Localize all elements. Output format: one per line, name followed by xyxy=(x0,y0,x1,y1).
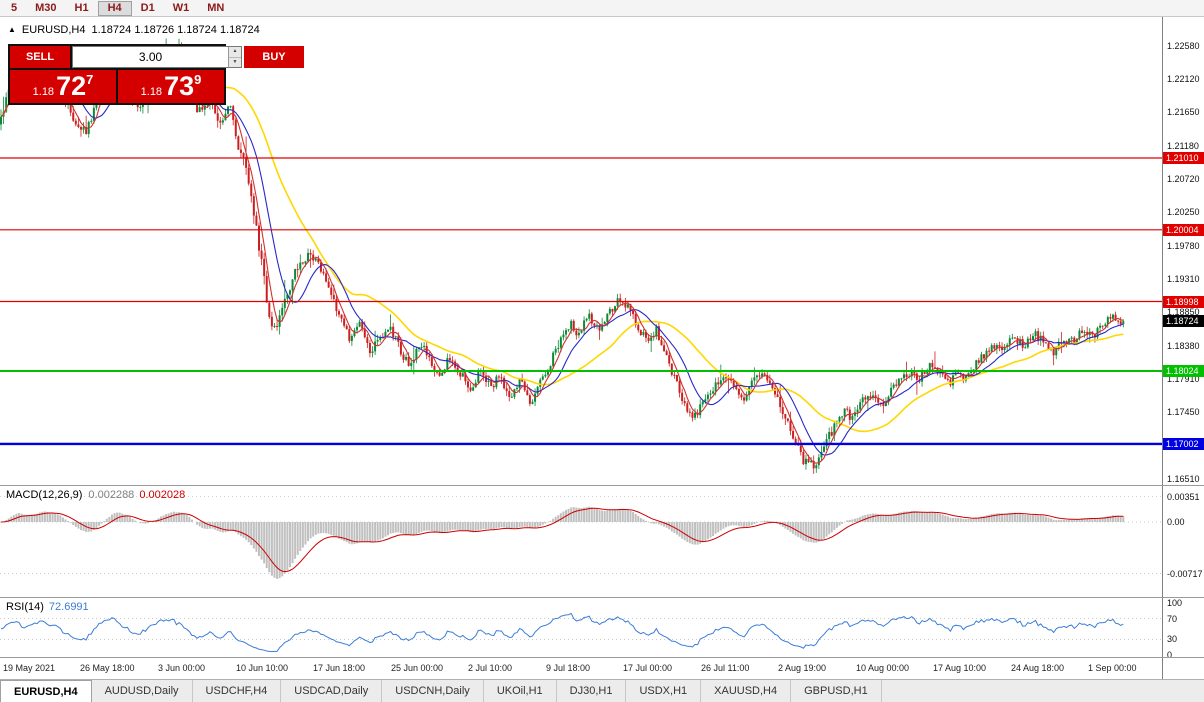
time-axis-label: 25 Jun 00:00 xyxy=(391,663,444,673)
price-axis-tick: 1.19780 xyxy=(1167,241,1200,251)
time-axis-label: 1 Sep 00:00 xyxy=(1088,663,1137,673)
price-axis-tick: 1.17910 xyxy=(1167,374,1200,384)
macd-axis-tick: -0.00717 xyxy=(1167,569,1203,579)
symbol-tab-USDX-H1[interactable]: USDX,H1 xyxy=(626,680,702,702)
symbol-tab-USDCAD-Daily[interactable]: USDCAD,Daily xyxy=(281,680,383,702)
price-level-tag-1.20004: 1.20004 xyxy=(1163,224,1204,236)
volume-spinner: ▲ ▼ xyxy=(228,47,241,67)
rsi-indicator-canvas[interactable] xyxy=(0,598,1162,658)
price-axis-tick: 1.18380 xyxy=(1167,341,1200,351)
trade-prices-row: 1.18 72 7 1.18 73 9 xyxy=(10,70,224,103)
sell-price-big: 72 xyxy=(56,71,87,101)
symbol-tab-EURUSD-H4[interactable]: EURUSD,H4 xyxy=(0,680,92,702)
panel-separator-rsi[interactable] xyxy=(0,597,1204,598)
sell-button[interactable]: SELL xyxy=(10,46,70,68)
period-button-W1[interactable]: W1 xyxy=(172,1,190,14)
buy-button[interactable]: BUY xyxy=(244,46,304,68)
symbol-tab-AUDUSD-Daily[interactable]: AUDUSD,Daily xyxy=(92,680,193,702)
buy-price-pip: 9 xyxy=(194,72,202,87)
price-axis-tick: 1.16510 xyxy=(1167,474,1200,484)
period-button-MN[interactable]: MN xyxy=(207,1,225,14)
period-button-H4[interactable]: H4 xyxy=(97,0,132,16)
price-axis-tick: 1.22580 xyxy=(1167,41,1200,51)
time-axis-label: 9 Jul 18:00 xyxy=(546,663,591,673)
price-axis-tick: 1.18850 xyxy=(1167,307,1200,317)
sell-price-pip: 7 xyxy=(86,72,94,87)
price-axis-tick: 1.20720 xyxy=(1167,174,1200,184)
time-axis-label: 10 Aug 00:00 xyxy=(856,663,910,673)
price-axis: 1.22580 1.22120 1.21650 1.21180 1.20720 1.202… xyxy=(1162,17,1204,679)
symbol-tab-GBPUSD-H1[interactable]: GBPUSD,H1 xyxy=(791,680,882,702)
macd-indicator-label: MACD(12,26,9) 0.002288 0.002028 xyxy=(6,489,186,501)
period-button-D1[interactable]: D1 xyxy=(140,1,155,14)
rsi-axis-tick: 70 xyxy=(1167,614,1178,624)
price-axis-tick: 1.21650 xyxy=(1167,107,1200,117)
symbol-tab-DJ30-H1[interactable]: DJ30,H1 xyxy=(557,680,627,702)
rsi-indicator-label: RSI(14) 72.6991 xyxy=(6,601,89,613)
price-axis-tick: 1.21180 xyxy=(1167,141,1199,151)
time-axis-label: 26 May 18:00 xyxy=(80,663,135,673)
time-axis-label: 26 Jul 11:00 xyxy=(701,663,750,673)
price-axis-tick: 1.20250 xyxy=(1167,207,1200,217)
symbol-tab-bar: EURUSD,H4 AUDUSD,Daily USDCHF,H4 USDCAD,Dai… xyxy=(0,679,1204,702)
time-axis-label: 17 Aug 10:00 xyxy=(933,663,987,673)
macd-axis-tick: 0.00351 xyxy=(1167,492,1200,502)
legend-symbol: EURUSD,H4 xyxy=(21,24,86,36)
time-axis-label: 10 Jun 10:00 xyxy=(236,663,289,673)
chart-legend: ▲ EURUSD,H4 1.18724 1.18726 1.18724 1.18… xyxy=(8,24,260,36)
buy-price-prefix: 1.18 xyxy=(140,86,163,98)
price-level-tag-1.21010: 1.21010 xyxy=(1163,152,1204,164)
volume-control: ▲ ▼ xyxy=(72,46,242,68)
sell-price-prefix: 1.18 xyxy=(32,86,55,98)
rsi-axis-tick: 0 xyxy=(1167,650,1173,660)
symbol-tab-XAUUSD-H4[interactable]: XAUUSD,H4 xyxy=(701,680,792,702)
volume-input[interactable] xyxy=(73,47,228,67)
legend-ohlc: 1.18724 1.18726 1.18724 1.18724 xyxy=(91,24,260,36)
current-price-tag: 1.18724 xyxy=(1163,315,1204,327)
price-axis-tick: 1.19310 xyxy=(1167,274,1200,284)
time-axis-label: 19 May 2021 xyxy=(3,663,56,673)
collapse-trade-panel-icon[interactable]: ▲ xyxy=(8,25,16,34)
symbol-tab-USDCNH-Daily[interactable]: USDCNH,Daily xyxy=(382,680,484,702)
volume-decrease-button[interactable]: ▼ xyxy=(229,57,241,67)
timeframe-toolbar: 5 M30 H1 H4 D1 W1 MN xyxy=(0,0,1204,17)
volume-increase-button[interactable]: ▲ xyxy=(229,47,241,58)
period-button-M30[interactable]: M30 xyxy=(35,1,57,14)
time-axis-label: 17 Jul 00:00 xyxy=(623,663,673,673)
period-button-H1[interactable]: H1 xyxy=(74,1,89,14)
symbol-tab-UKOil-H1[interactable]: UKOil,H1 xyxy=(484,680,557,702)
time-axis: 19 May 2021 26 May 18:00 3 Jun 00:00 10 Jun… xyxy=(0,658,1162,679)
symbol-tab-USDCHF-H4[interactable]: USDCHF,H4 xyxy=(193,680,282,702)
time-axis-label: 2 Jul 10:00 xyxy=(468,663,513,673)
sell-price-display[interactable]: 1.18 72 7 xyxy=(10,70,116,103)
price-level-tag-1.18024: 1.18024 xyxy=(1163,365,1204,377)
buy-price-display[interactable]: 1.18 73 9 xyxy=(118,70,224,103)
panel-separator-macd[interactable] xyxy=(0,485,1204,486)
price-axis-tick: 1.22120 xyxy=(1167,74,1200,84)
price-level-tag-1.18998: 1.18998 xyxy=(1163,296,1204,308)
macd-indicator-canvas[interactable] xyxy=(0,486,1162,598)
time-axis-label: 3 Jun 00:00 xyxy=(158,663,206,673)
rsi-axis-tick: 30 xyxy=(1167,634,1178,644)
time-axis-label: 17 Jun 18:00 xyxy=(313,663,366,673)
panel-separator-timeaxis xyxy=(0,657,1204,658)
period-button-5[interactable]: 5 xyxy=(11,1,18,14)
trade-buttons-row: SELL ▲ ▼ BUY xyxy=(10,46,304,68)
buy-price-big: 73 xyxy=(164,71,195,101)
rsi-axis-tick: 100 xyxy=(1167,598,1183,608)
macd-axis-tick: 0.00 xyxy=(1167,517,1185,527)
price-axis-tick: 1.17450 xyxy=(1167,407,1200,417)
time-axis-label: 24 Aug 18:00 xyxy=(1011,663,1065,673)
time-axis-label: 2 Aug 19:00 xyxy=(778,663,827,673)
one-click-trading-panel: SELL ▲ ▼ BUY 1.18 72 7 1.18 73 9 xyxy=(8,44,304,105)
price-level-tag-1.17002: 1.17002 xyxy=(1163,438,1204,450)
